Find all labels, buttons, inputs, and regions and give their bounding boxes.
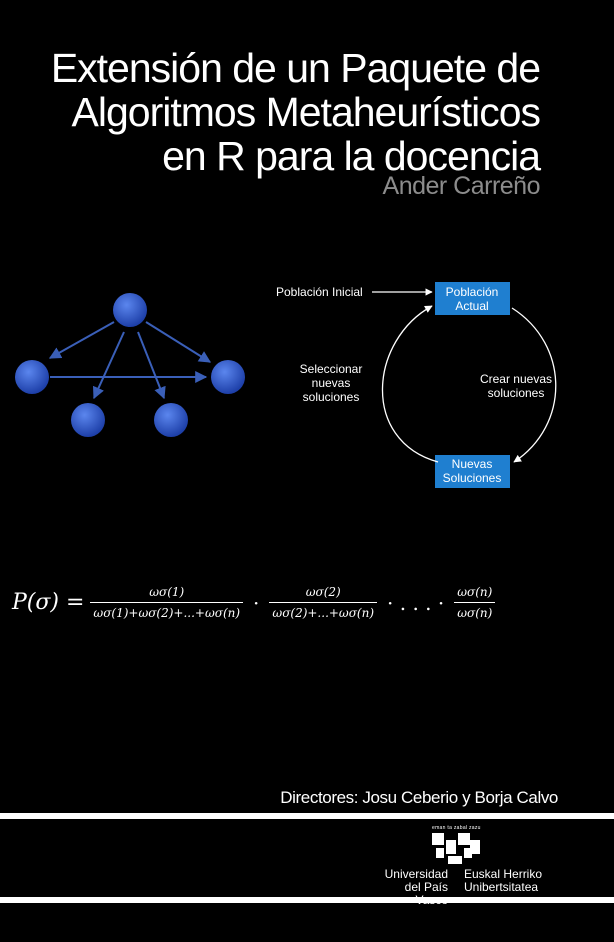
logo-spanish-line-2: del País Vasco: [404, 880, 448, 907]
fraction-2-denominator: ωσ(2)+...+ωσ(n): [269, 602, 378, 620]
current-population-line-2: Actual: [455, 299, 488, 313]
create-label-line-1: Crear nuevas: [480, 372, 552, 386]
graph-node: [15, 360, 49, 394]
graph-diagram: [15, 293, 245, 437]
new-solutions-line-2: Soluciones: [443, 471, 502, 485]
new-solutions-line-1: Nuevas: [452, 457, 493, 471]
title-line-2: Algoritmos Metaheurísticos: [71, 89, 541, 135]
university-logo-mark: [432, 833, 480, 864]
graph-node: [113, 293, 147, 327]
footer-band-bottom: [0, 897, 614, 903]
logo-spanish-line-1: Universidad: [384, 867, 448, 881]
logo-basque-line-2: Unibertsitatea: [464, 880, 539, 894]
graph-node: [211, 360, 245, 394]
directors-credit: Directores: Josu Ceberio y Borja Calvo: [280, 788, 558, 807]
formula-fraction-1: ωσ(1) ωσ(1)+ωσ(2)+...+ωσ(n): [90, 585, 244, 620]
logo-tagline: eman ta zabal zazu: [432, 825, 481, 831]
author-name: Ander Carreño: [382, 172, 541, 200]
formula-dot: ·: [253, 590, 260, 615]
graph-node: [71, 403, 105, 437]
select-solutions-arrow: [381, 305, 439, 463]
formula-fraction-2: ωσ(2) ωσ(2)+...+ωσ(n): [269, 585, 378, 620]
fraction-1-numerator: ωσ(1): [149, 585, 185, 599]
formula-lhs: P(σ) =: [12, 590, 85, 615]
create-label-line-2: soluciones: [488, 386, 545, 400]
graph-node: [154, 403, 188, 437]
new-solutions-box: [435, 455, 510, 488]
probability-formula: P(σ) = ωσ(1) ωσ(1)+ωσ(2)+...+ωσ(n) · ωσ(…: [12, 585, 572, 620]
graph-edge: [145, 321, 212, 363]
current-population-line-1: Población: [446, 285, 499, 299]
title-line-3: en R para la docencia: [162, 133, 541, 179]
initial-population-label: Población Inicial: [276, 285, 363, 299]
graph-edge: [137, 331, 166, 400]
fraction-1-denominator: ωσ(1)+ωσ(2)+...+ωσ(n): [90, 602, 244, 620]
logo-text-basque: Euskal Herriko Unibertsitatea: [464, 868, 542, 894]
current-population-box: [435, 282, 510, 315]
book-title: Extensión de un Paquete de Algoritmos Me…: [50, 45, 541, 179]
title-line-1: Extensión de un Paquete de: [50, 45, 541, 91]
graph-edge: [48, 321, 115, 359]
formula-ellipsis: · . . . ·: [387, 590, 445, 615]
fraction-3-denominator: ωσ(n): [454, 602, 496, 620]
select-label-line-1: Seleccionar: [300, 362, 363, 376]
create-solutions-arrow: [511, 307, 557, 463]
fraction-2-numerator: ωσ(2): [305, 585, 341, 599]
footer-band-top: [0, 813, 614, 819]
logo-text-spanish: Universidad del País Vasco: [374, 868, 448, 907]
select-label-line-2: nuevas: [312, 376, 351, 390]
cycle-diagram: Población Inicial Población Actual Nueva…: [276, 282, 557, 488]
formula-fraction-3: ωσ(n) ωσ(n): [454, 585, 496, 620]
fraction-3-numerator: ωσ(n): [457, 585, 493, 599]
logo-basque-line-1: Euskal Herriko: [464, 867, 543, 881]
select-label-line-3: soluciones: [303, 390, 360, 404]
graph-edge: [93, 331, 125, 400]
